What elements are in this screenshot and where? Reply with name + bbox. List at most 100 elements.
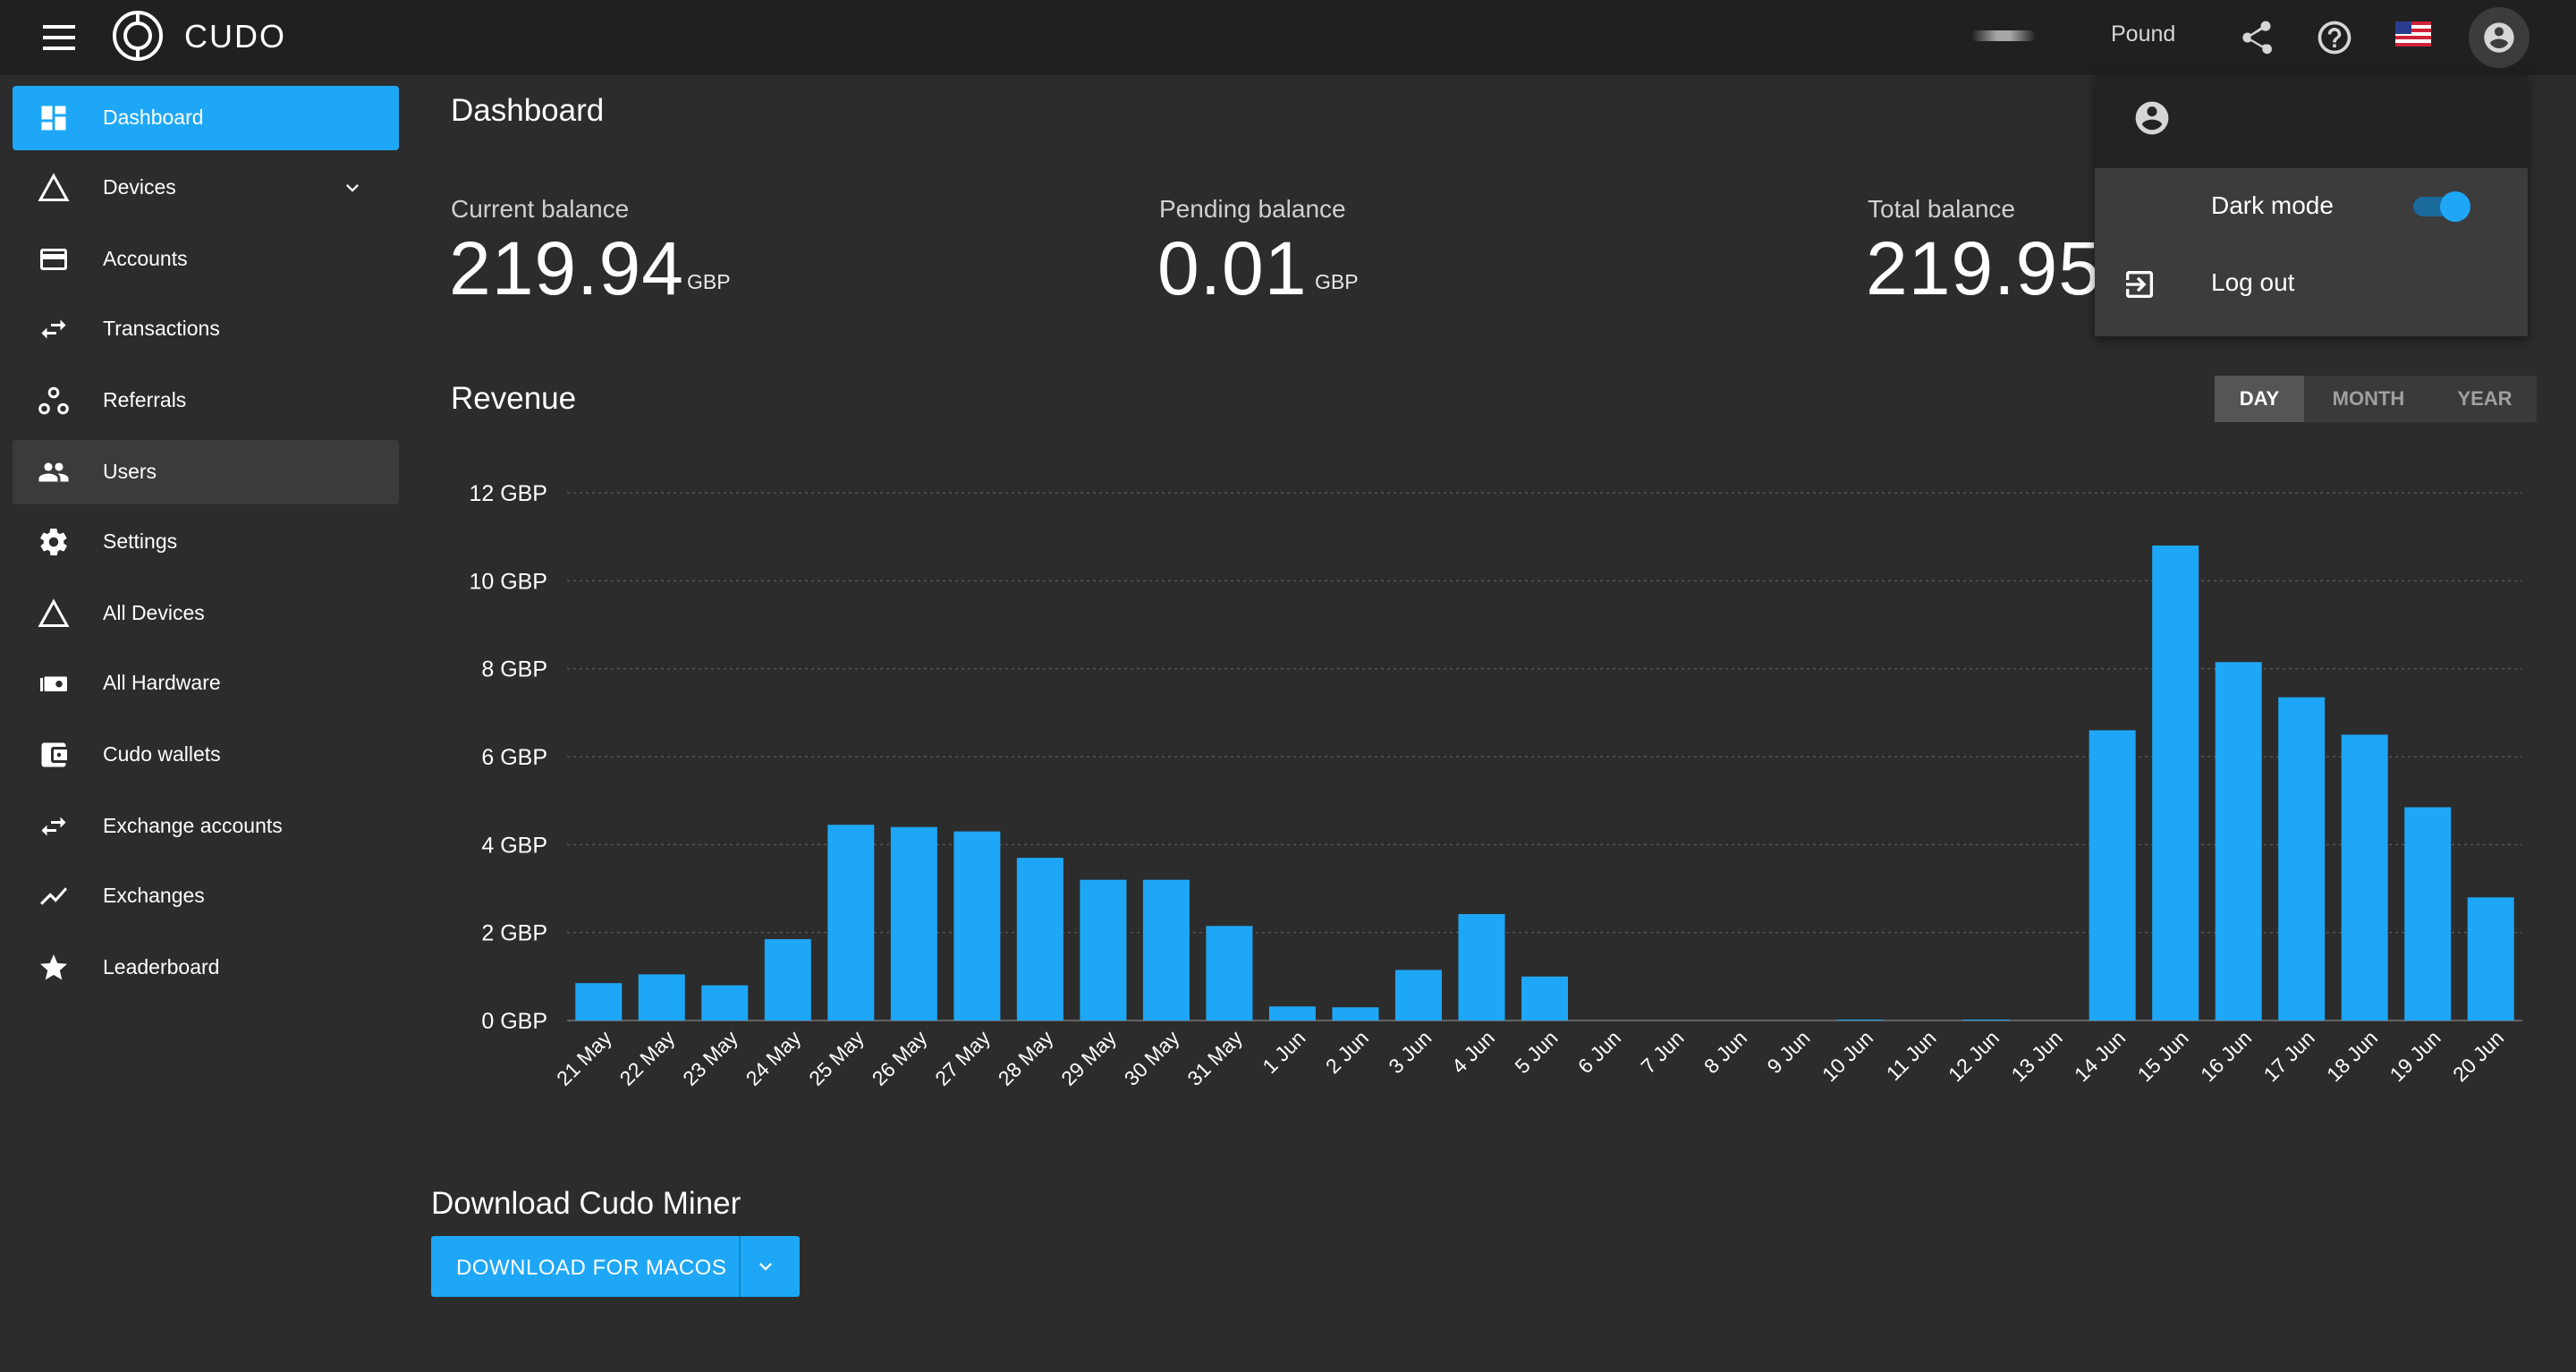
- sidebar-item-label: Users: [103, 460, 157, 483]
- menu-icon[interactable]: [43, 25, 75, 50]
- current-balance-label: Current balance: [451, 195, 630, 223]
- chart-bar: [2467, 897, 2514, 1021]
- x-tick-label: 8 Jun: [1699, 1026, 1751, 1078]
- x-tick-label: 25 May: [804, 1026, 869, 1090]
- x-tick-label: 21 May: [552, 1026, 616, 1090]
- range-month-button[interactable]: MONTH: [2332, 387, 2405, 410]
- share-icon[interactable]: [2236, 18, 2275, 57]
- x-tick-label: 2 Jun: [1321, 1026, 1373, 1078]
- chart-bar: [575, 983, 623, 1021]
- dashboard-icon: [41, 106, 66, 131]
- y-tick-label: 8 GBP: [481, 657, 547, 682]
- range-day-button[interactable]: DAY: [2215, 376, 2304, 422]
- current-balance-unit: GBP: [687, 270, 731, 293]
- sidebar-item-cudo-wallets[interactable]: Cudo wallets: [13, 723, 399, 787]
- x-tick-label: 10 Jun: [1818, 1026, 1877, 1086]
- x-tick-label: 29 May: [1056, 1026, 1121, 1090]
- sidebar-item-exchange-accounts[interactable]: Exchange accounts: [13, 794, 399, 859]
- sidebar-item-exchanges[interactable]: Exchanges: [13, 864, 399, 928]
- x-tick-label: 1 Jun: [1258, 1026, 1309, 1078]
- sidebar-item-accounts[interactable]: Accounts: [13, 227, 399, 292]
- chevron-down-icon[interactable]: [753, 1254, 778, 1279]
- sidebar-item-all-hardware[interactable]: All Hardware: [13, 651, 399, 716]
- sidebar-item-label: All Hardware: [103, 671, 221, 694]
- dark-mode-toggle[interactable]: [2413, 191, 2472, 222]
- current-balance-value: 219.94: [449, 226, 684, 310]
- chart-bar: [638, 974, 685, 1021]
- sidebar-item-label: Cudo wallets: [103, 742, 221, 766]
- help-icon[interactable]: [2315, 18, 2354, 57]
- download-title: Download Cudo Miner: [431, 1186, 741, 1221]
- x-tick-label: 30 May: [1120, 1026, 1184, 1090]
- logout-icon: [2126, 271, 2153, 298]
- chart-bar: [1080, 879, 1127, 1021]
- total-balance-value: 219.95: [1866, 226, 2101, 310]
- x-tick-label: 11 Jun: [1882, 1026, 1941, 1085]
- sidebar-item-all-devices[interactable]: All Devices: [13, 581, 399, 646]
- chart-bar: [2341, 734, 2388, 1021]
- sidebar-item-label: Exchanges: [103, 884, 205, 907]
- sidebar-item-label: Referrals: [103, 388, 187, 411]
- chart-bar: [1206, 926, 1253, 1021]
- logout-menu-item[interactable]: Log out: [2095, 245, 2528, 320]
- dark-mode-row[interactable]: Dark mode: [2095, 168, 2528, 243]
- x-tick-label: 23 May: [678, 1026, 742, 1090]
- us-flag-icon[interactable]: [2395, 21, 2431, 47]
- sidebar-item-devices[interactable]: Devices: [13, 156, 399, 220]
- trend-icon: [40, 887, 67, 905]
- currency-selector[interactable]: Pound: [2111, 21, 2176, 47]
- x-tick-label: 5 Jun: [1510, 1026, 1562, 1078]
- sidebar-item-dashboard[interactable]: Dashboard: [13, 86, 399, 150]
- referral-icon: [38, 386, 69, 415]
- top-app-bar: CUDO Pound: [0, 0, 2576, 75]
- chevron-down-icon[interactable]: [340, 175, 365, 200]
- x-tick-label: 26 May: [868, 1026, 932, 1090]
- x-tick-label: 3 Jun: [1384, 1026, 1436, 1078]
- swap-icon: [41, 817, 66, 836]
- sidebar-item-label: Devices: [103, 175, 176, 199]
- sidebar-item-label: Dashboard: [103, 106, 204, 129]
- y-tick-label: 0 GBP: [481, 1009, 547, 1034]
- sidebar-nav: Dashboard Devices Accounts Transactions …: [0, 75, 411, 1372]
- sidebar-item-transactions[interactable]: Transactions: [13, 297, 399, 361]
- blurred-username: [1971, 30, 2036, 41]
- range-year-button[interactable]: YEAR: [2457, 387, 2512, 410]
- x-tick-label: 28 May: [994, 1026, 1058, 1090]
- chart-bar: [2278, 697, 2326, 1021]
- sidebar-item-leaderboard[interactable]: Leaderboard: [13, 936, 399, 1000]
- account-circle-icon: [2484, 22, 2514, 53]
- x-tick-label: 9 Jun: [1762, 1026, 1814, 1078]
- chart-bar: [827, 825, 875, 1021]
- chart-bar: [764, 939, 811, 1021]
- chart-bar: [1836, 1020, 1884, 1021]
- download-button-label: DOWNLOAD FOR MACOS: [456, 1256, 727, 1280]
- chart-bar: [2215, 662, 2262, 1021]
- chart-bar: [2404, 807, 2452, 1021]
- page-title: Dashboard: [451, 93, 605, 128]
- chart-bar: [1016, 858, 1063, 1021]
- total-balance-label: Total balance: [1868, 195, 2016, 223]
- x-tick-label: 4 Jun: [1447, 1026, 1499, 1078]
- y-tick-label: 10 GBP: [469, 569, 547, 594]
- range-toggle-group: DAY MONTH YEAR: [2215, 376, 2537, 422]
- x-tick-label: 16 Jun: [2196, 1026, 2256, 1086]
- account-avatar-button[interactable]: [2469, 7, 2529, 68]
- x-tick-label: 7 Jun: [1636, 1026, 1688, 1078]
- x-tick-label: 19 Jun: [2385, 1026, 2445, 1086]
- x-tick-label: 13 Jun: [2006, 1026, 2066, 1086]
- wallet-icon: [41, 742, 67, 767]
- pending-balance-value: 0.01: [1157, 226, 1308, 310]
- x-tick-label: 24 May: [741, 1026, 806, 1090]
- sidebar-item-settings[interactable]: Settings: [13, 510, 399, 574]
- chart-bar: [890, 826, 937, 1021]
- pending-balance-label: Pending balance: [1159, 195, 1346, 223]
- triangle-icon: [38, 173, 70, 201]
- sidebar-item-referrals[interactable]: Referrals: [13, 368, 399, 433]
- sidebar-item-users[interactable]: Users: [13, 440, 399, 504]
- x-tick-label: 22 May: [615, 1026, 680, 1090]
- x-tick-label: 20 Jun: [2448, 1026, 2508, 1086]
- people-icon: [38, 462, 69, 482]
- sidebar-item-label: All Devices: [103, 601, 205, 624]
- button-divider: [739, 1236, 741, 1297]
- download-macos-button[interactable]: DOWNLOAD FOR MACOS: [431, 1236, 800, 1297]
